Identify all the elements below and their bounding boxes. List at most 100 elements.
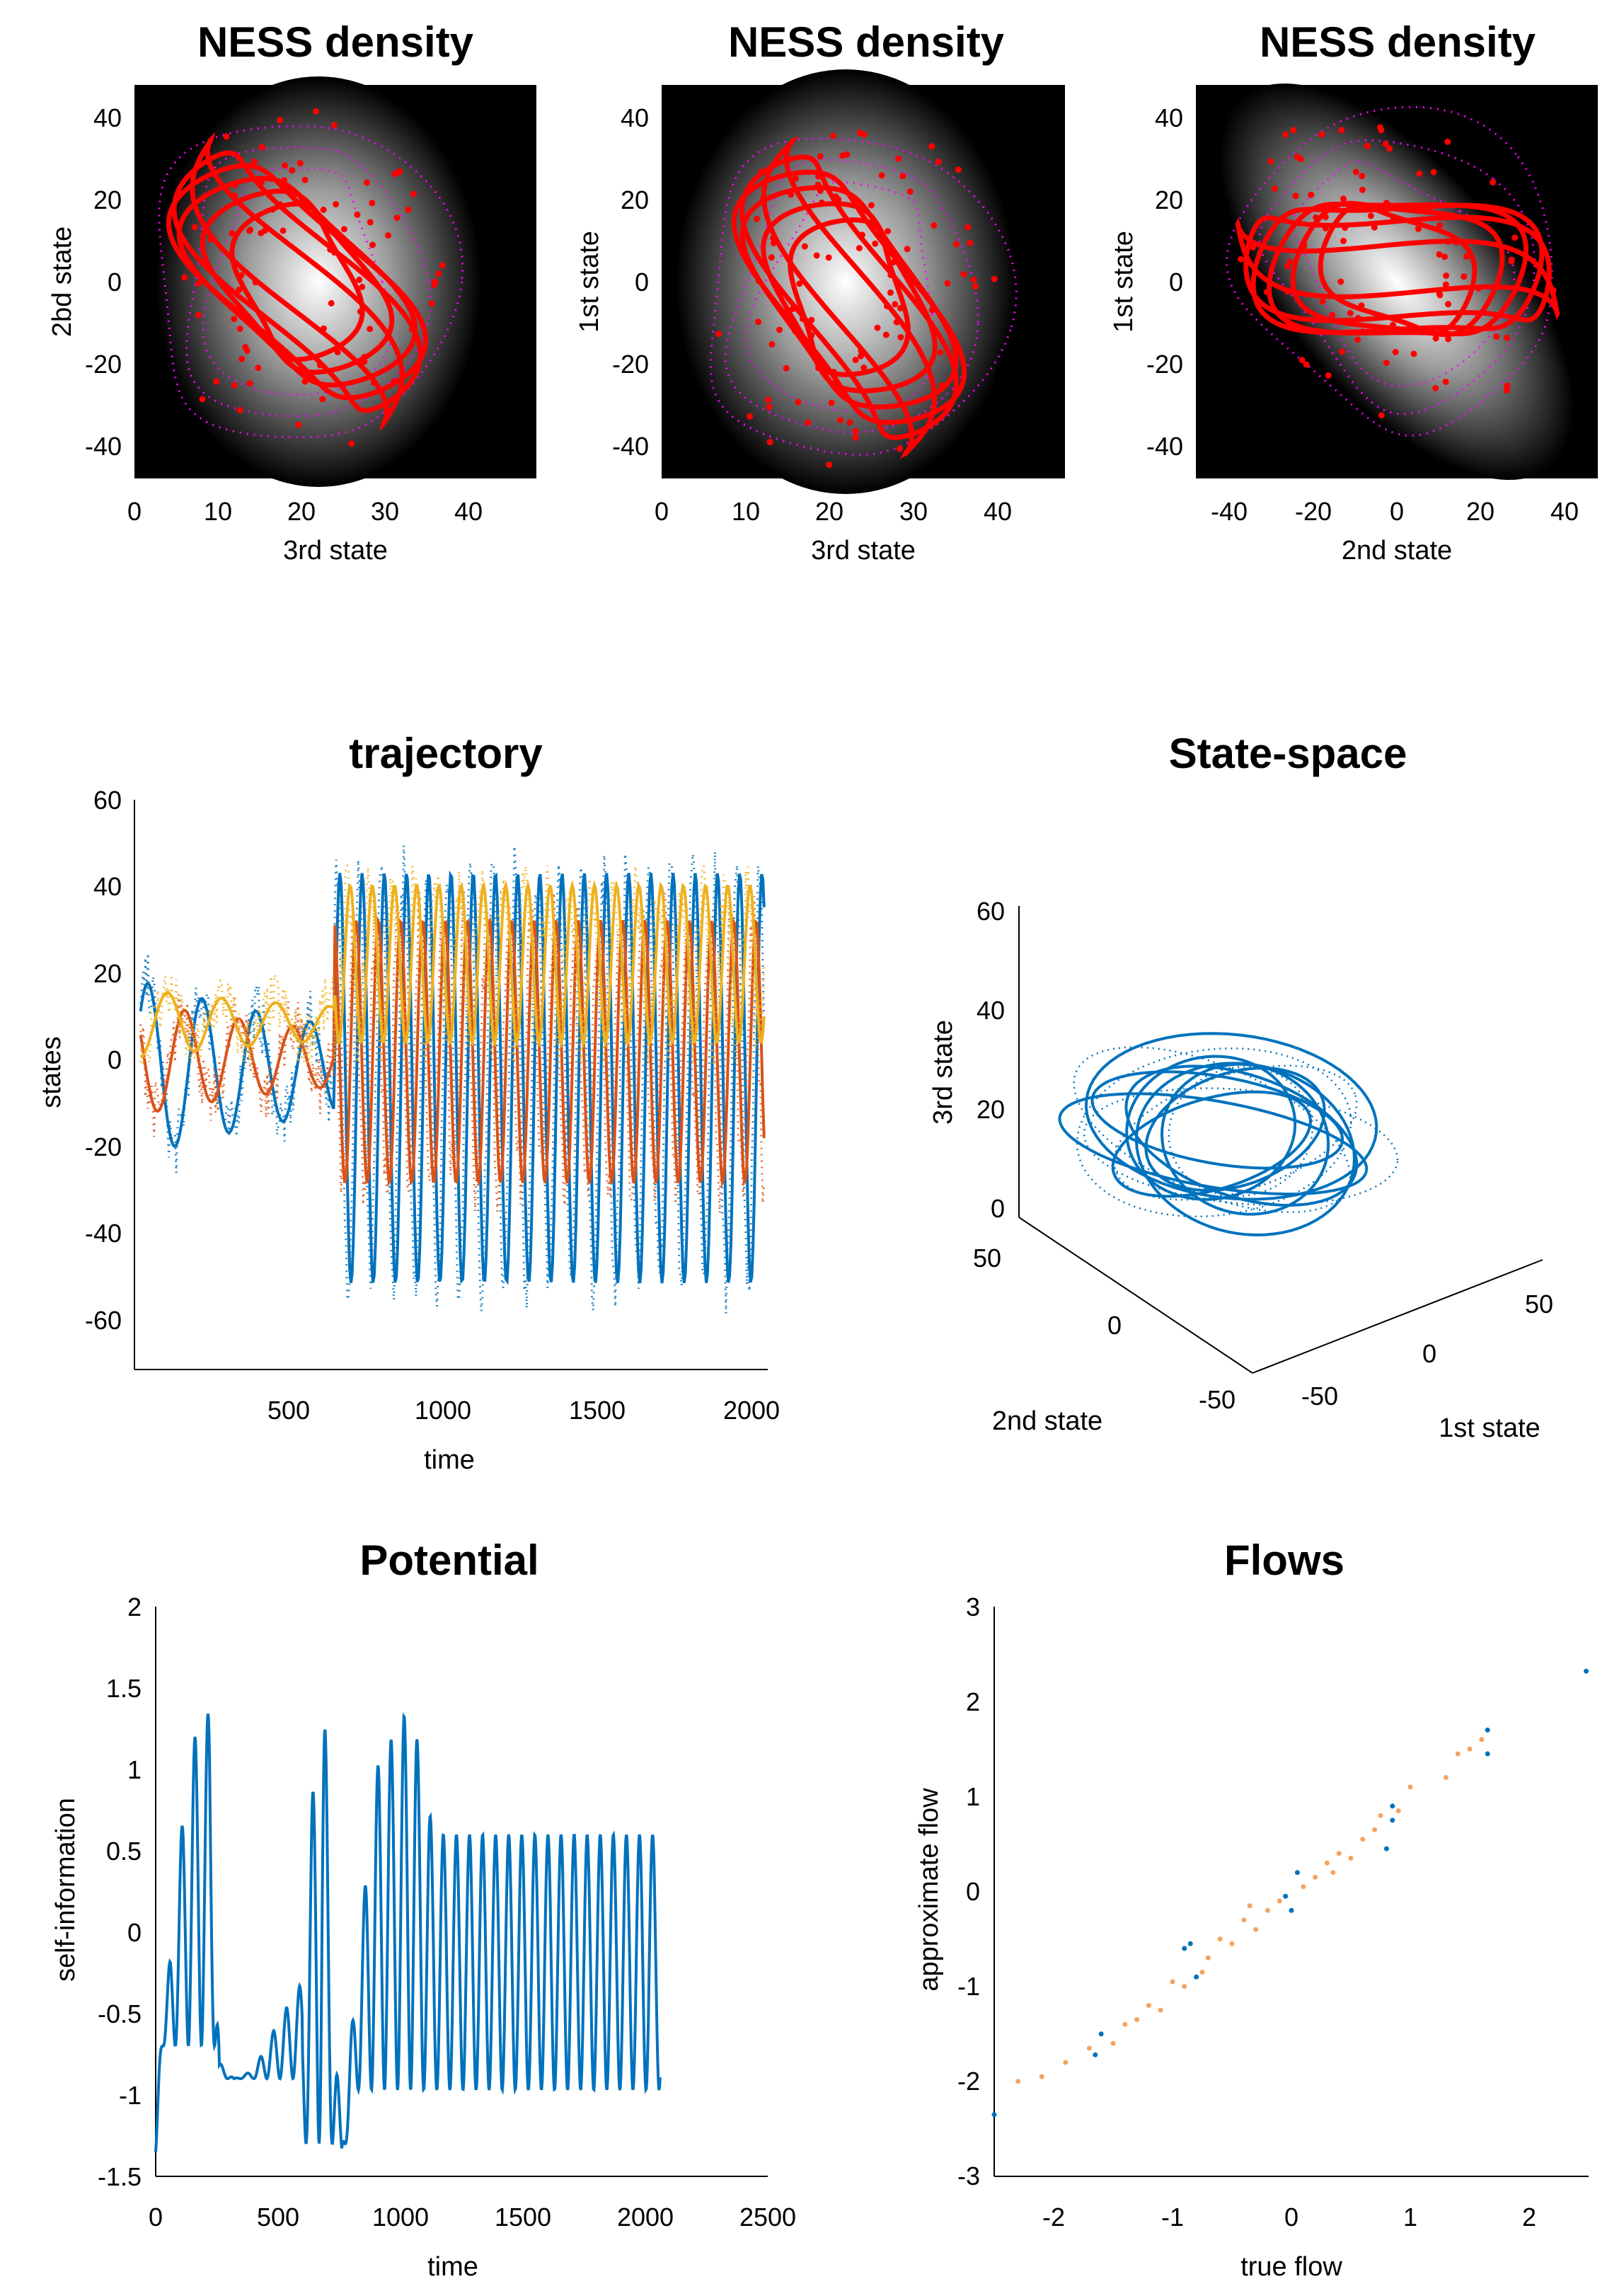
red-trajectory-dot <box>251 159 258 165</box>
red-trajectory-dot <box>1290 127 1297 134</box>
red-trajectory-dot <box>1504 334 1511 341</box>
potential-ytick: 2 <box>127 1592 142 1621</box>
red-trajectory-dot <box>895 155 902 162</box>
red-trajectory-dot <box>818 199 825 206</box>
trajectory-xlabel: time <box>424 1445 475 1475</box>
red-trajectory-dot <box>1339 348 1346 355</box>
state-space-zticks: 0 20 40 60 <box>977 897 1005 1223</box>
red-trajectory-dot <box>391 171 398 178</box>
ness-1-plot-area <box>134 76 536 487</box>
flows-point-flow-2 <box>1467 1746 1473 1752</box>
flows-ytick: 3 <box>966 1592 980 1621</box>
red-trajectory-loop <box>190 132 405 432</box>
red-trajectory-dot <box>928 143 935 150</box>
red-trajectory-dot <box>967 239 974 246</box>
red-trajectory-dot <box>330 122 338 129</box>
flows-axes <box>994 1607 1589 2177</box>
state-space-ylabel: 2nd state <box>992 1406 1102 1436</box>
red-trajectory-dot <box>301 176 309 183</box>
red-trajectory-dot <box>1386 145 1393 152</box>
ness-2-xtick: 20 <box>815 497 843 526</box>
red-trajectory-dot <box>1267 158 1274 165</box>
red-trajectory-dot <box>359 283 366 290</box>
red-trajectory-dot <box>313 108 320 115</box>
red-trajectory-dot <box>199 396 206 403</box>
red-trajectory-dot <box>348 440 355 447</box>
ness-2-ytick: 0 <box>635 268 649 297</box>
red-trajectory-dot <box>991 275 998 282</box>
flows-point-flow-2 <box>1301 1884 1306 1890</box>
red-trajectory-dot <box>795 398 802 406</box>
red-trajectory-dot <box>813 252 820 259</box>
ness-1-trajectory <box>158 108 464 447</box>
red-trajectory-dot <box>238 355 246 362</box>
red-trajectory-dot <box>1318 131 1325 138</box>
potential-xticks: 0 500 1000 1500 2000 2500 <box>149 2203 796 2232</box>
red-trajectory-dot <box>1292 193 1299 200</box>
red-trajectory-dot <box>766 403 773 410</box>
red-trajectory-dot <box>799 316 806 323</box>
red-trajectory-dot <box>884 303 890 310</box>
state-space-trajectory <box>1058 1032 1399 1236</box>
red-trajectory-dot <box>1444 238 1451 245</box>
ness-1-xtick: 30 <box>371 497 399 526</box>
red-trajectory-dot <box>935 159 942 165</box>
red-trajectory-dot <box>852 357 859 364</box>
red-trajectory-dot <box>1432 384 1439 391</box>
state-space-loop <box>1125 1055 1297 1201</box>
red-trajectory-dot <box>783 364 790 372</box>
red-trajectory-dot <box>1436 290 1443 297</box>
red-trajectory-dot <box>878 172 885 179</box>
trajectory-axes <box>134 800 768 1370</box>
red-trajectory-dot <box>887 272 894 279</box>
red-trajectory-dot <box>776 326 783 333</box>
red-trajectory-dot <box>825 254 832 261</box>
ness-3-density <box>1219 83 1574 481</box>
red-trajectory-dot <box>758 168 765 176</box>
red-trajectory-dot <box>258 144 265 151</box>
flows-point-flow-1 <box>1093 2052 1098 2057</box>
state-space-y-axis <box>1018 1217 1253 1374</box>
red-trajectory-dot <box>972 283 979 290</box>
trajectory-line-3rd-state-solid <box>139 880 766 1059</box>
trajectory-xtick: 1000 <box>415 1396 471 1425</box>
trajectory-panel: trajectory time states 500 1000 1500 200… <box>37 730 780 1475</box>
red-trajectory-dot <box>231 181 238 188</box>
ness-3-ytick: -40 <box>1146 432 1183 461</box>
state-space-loop <box>1076 1047 1352 1218</box>
flows-point-flow-2 <box>1241 1917 1247 1923</box>
red-trajectory-dot <box>346 242 353 249</box>
red-trajectory-dot <box>301 378 309 385</box>
flows-xticks: -2 -1 0 1 2 <box>1042 2203 1536 2232</box>
red-trajectory-dot <box>1386 202 1393 209</box>
red-trajectory-dot <box>1383 360 1390 367</box>
flows-yticks: 3 2 1 0 -1 -2 -3 <box>957 1592 980 2190</box>
red-trajectory-dot <box>195 311 202 318</box>
flows-xtick: -1 <box>1161 2203 1184 2232</box>
ness-1-xlabel: 3rd state <box>283 536 388 565</box>
ness-3-title: NESS density <box>1260 18 1536 66</box>
red-trajectory-dot <box>1271 185 1278 193</box>
red-trajectory-dot <box>906 188 914 195</box>
red-trajectory-dot <box>287 354 294 361</box>
red-trajectory-dot <box>1382 141 1389 147</box>
red-trajectory-dot <box>805 419 812 426</box>
red-trajectory-dot <box>1354 315 1361 321</box>
red-trajectory-dot <box>435 270 442 277</box>
state-space-xticks: -50 0 50 <box>1301 1290 1553 1411</box>
red-trajectory-dot <box>1342 224 1349 231</box>
ness-1-yticks: 40 20 0 -20 -40 <box>85 103 122 461</box>
red-trajectory-dot <box>1359 173 1366 180</box>
flows-ytick: -3 <box>957 2161 980 2190</box>
red-trajectory-dot <box>1286 319 1292 326</box>
ness-2-ytick: -40 <box>612 432 649 461</box>
red-trajectory-dot <box>205 159 212 166</box>
trajectory-xticks: 500 1000 1500 2000 <box>267 1396 780 1425</box>
red-trajectory-dot <box>204 150 211 157</box>
red-trajectory-dot <box>1347 310 1354 316</box>
red-trajectory-dot <box>868 202 875 209</box>
ness-3-xlabel: 2nd state <box>1342 536 1452 565</box>
flows-point-flow-1 <box>1584 1668 1589 1674</box>
ness-1-xtick: 40 <box>454 497 483 526</box>
red-trajectory-dot <box>789 305 796 312</box>
